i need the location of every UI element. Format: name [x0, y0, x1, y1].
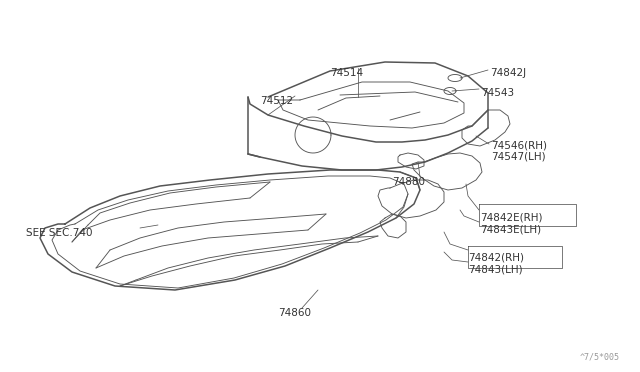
- Text: 74860: 74860: [278, 308, 311, 318]
- Text: 74514: 74514: [330, 68, 363, 78]
- Text: 74543: 74543: [481, 88, 514, 98]
- Text: 74512: 74512: [260, 96, 293, 106]
- Text: 74842(RH)
74843(LH): 74842(RH) 74843(LH): [468, 253, 524, 275]
- Text: 74880: 74880: [392, 177, 425, 187]
- Text: 74842J: 74842J: [490, 68, 526, 78]
- Text: 74546(RH)
74547(LH): 74546(RH) 74547(LH): [491, 140, 547, 161]
- Text: 74842E(RH)
74843E(LH): 74842E(RH) 74843E(LH): [480, 213, 543, 235]
- Text: ^7/5*005: ^7/5*005: [580, 353, 620, 362]
- Text: SEE SEC.740: SEE SEC.740: [26, 228, 93, 238]
